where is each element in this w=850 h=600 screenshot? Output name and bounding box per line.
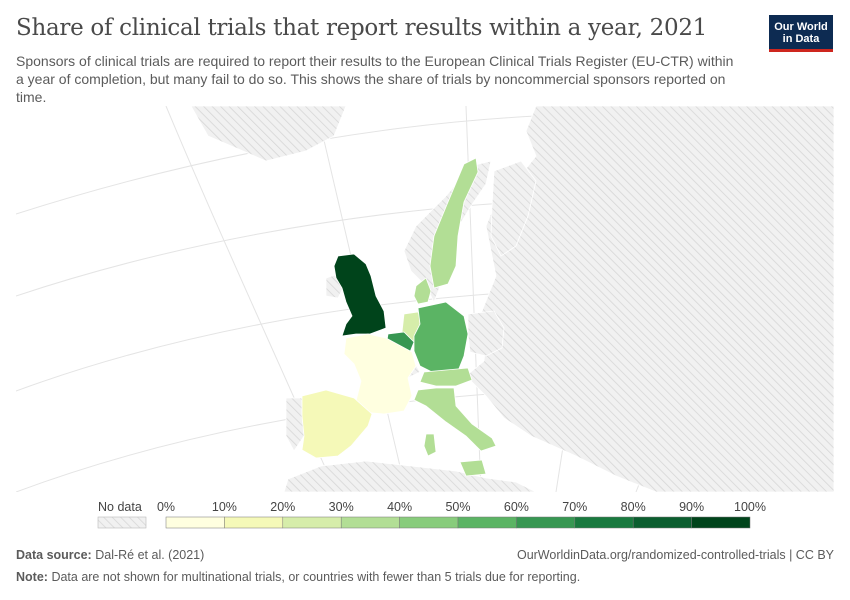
portugal bbox=[285, 397, 305, 452]
legend-tick-label: 30% bbox=[329, 500, 354, 514]
legend-tick-label: 0% bbox=[157, 500, 175, 514]
note-text: Data are not shown for multinational tri… bbox=[51, 570, 581, 584]
country-denmark[interactable] bbox=[413, 277, 432, 305]
island-sardinia[interactable] bbox=[423, 433, 437, 457]
chart-subtitle: Sponsors of clinical trials are required… bbox=[16, 53, 734, 105]
legend-no-data-label: No data bbox=[98, 500, 142, 514]
country-france[interactable] bbox=[343, 333, 417, 415]
legend-bin[interactable] bbox=[165, 516, 225, 529]
legend-bin[interactable] bbox=[457, 516, 517, 529]
country-italy[interactable] bbox=[413, 387, 497, 452]
legend-tick-label: 80% bbox=[621, 500, 646, 514]
legend-tick-label: 60% bbox=[504, 500, 529, 514]
country-united-kingdom[interactable] bbox=[333, 253, 387, 337]
legend-tick-label: 90% bbox=[679, 500, 704, 514]
legend-bin[interactable] bbox=[691, 516, 751, 529]
legend-bin[interactable] bbox=[632, 516, 692, 529]
country-layer[interactable] bbox=[301, 157, 505, 477]
legend-bin[interactable] bbox=[574, 516, 634, 529]
europe-map[interactable] bbox=[16, 106, 834, 492]
owid-logo[interactable]: Our World in Data bbox=[769, 15, 833, 52]
greenland bbox=[190, 106, 347, 162]
chart-title: Share of clinical trials that report res… bbox=[16, 15, 707, 41]
map-area[interactable] bbox=[16, 106, 834, 492]
url-license[interactable]: OurWorldinData.org/randomized-controlled… bbox=[516, 548, 834, 562]
country-spain[interactable] bbox=[301, 389, 373, 459]
legend-tick-label: 10% bbox=[212, 500, 237, 514]
country-sweden[interactable] bbox=[429, 157, 479, 289]
chart-note: Note: Data are not shown for multination… bbox=[16, 570, 580, 584]
legend-bin[interactable] bbox=[224, 516, 284, 529]
legend-ticks: 0% 10% 20% 30% 40% 50% 60% 70% 80% 90% 100% bbox=[157, 500, 766, 514]
data-source: Data source: Dal-Ré et al. (2021) bbox=[16, 548, 204, 562]
country-germany[interactable] bbox=[413, 301, 469, 375]
legend-bin[interactable] bbox=[282, 516, 342, 529]
finland bbox=[490, 160, 537, 257]
legend-tick-label: 70% bbox=[562, 500, 587, 514]
legend-bins bbox=[165, 516, 751, 529]
source-label: Data source: bbox=[16, 548, 92, 562]
legend-no-data-swatch bbox=[97, 516, 147, 529]
legend-scale: No data 0% 10% 20% 30% 40% 50% 60% 70% 80% 90% 100… bbox=[97, 500, 766, 529]
source-link[interactable]: Dal-Ré et al. (2021) bbox=[95, 548, 205, 562]
legend-bin[interactable] bbox=[340, 516, 400, 529]
legend-bin[interactable] bbox=[516, 516, 576, 529]
legend-tick-label: 40% bbox=[387, 500, 412, 514]
country-poland[interactable] bbox=[467, 310, 505, 357]
logo-line-2: in Data bbox=[782, 33, 820, 45]
island-sicily[interactable] bbox=[459, 459, 487, 477]
country-austria[interactable] bbox=[419, 367, 473, 387]
no-data-land bbox=[190, 106, 834, 492]
legend-tick-label: 50% bbox=[445, 500, 470, 514]
legend-tick-label: 100% bbox=[734, 500, 766, 514]
note-label: Note: bbox=[16, 570, 48, 584]
color-legend: No data 0% 10% 20% 30% 40% 50% 60% 70% 80% 90% 100… bbox=[16, 498, 834, 534]
legend-tick-label: 20% bbox=[270, 500, 295, 514]
legend-bin[interactable] bbox=[399, 516, 459, 529]
logo-line-1: Our World bbox=[774, 21, 828, 33]
